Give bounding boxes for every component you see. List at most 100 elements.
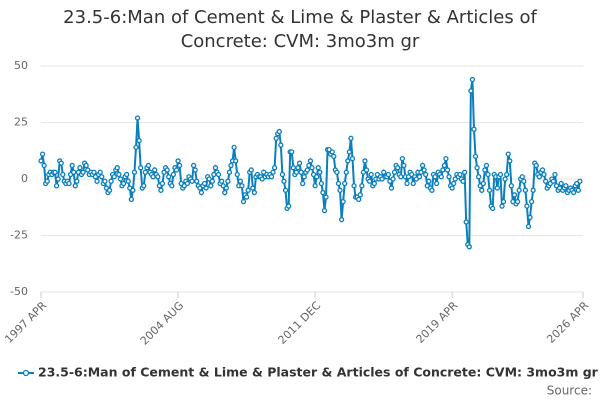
point xyxy=(337,187,343,193)
point xyxy=(223,185,229,191)
point xyxy=(231,144,237,151)
point xyxy=(91,169,97,175)
point xyxy=(410,180,416,187)
point xyxy=(416,174,423,180)
point xyxy=(128,196,134,202)
point xyxy=(468,88,474,94)
point xyxy=(296,160,303,166)
point xyxy=(145,162,152,169)
point xyxy=(176,162,183,169)
point xyxy=(575,187,581,193)
point xyxy=(404,180,410,187)
point xyxy=(423,171,429,178)
y-tick-label: -25 xyxy=(10,229,28,242)
x-tick-label: 2026 APR xyxy=(544,299,591,346)
point xyxy=(511,192,518,198)
point xyxy=(490,205,496,212)
point xyxy=(120,180,127,187)
point xyxy=(251,189,258,196)
point xyxy=(528,198,535,205)
point xyxy=(278,142,284,148)
point xyxy=(39,151,46,157)
point xyxy=(203,185,209,191)
point xyxy=(309,165,315,171)
point xyxy=(451,180,457,187)
point xyxy=(250,185,256,191)
point xyxy=(563,183,569,189)
point xyxy=(116,171,122,178)
point xyxy=(472,153,479,160)
point xyxy=(356,196,362,202)
point xyxy=(166,174,172,180)
point xyxy=(398,174,404,180)
point xyxy=(516,187,522,193)
point xyxy=(114,165,120,171)
point xyxy=(94,178,100,184)
point xyxy=(312,183,318,189)
point xyxy=(222,189,228,196)
y-tick-label: 25 xyxy=(14,116,28,129)
point xyxy=(357,192,363,198)
point xyxy=(55,176,61,182)
point xyxy=(307,158,314,164)
point xyxy=(494,185,500,191)
point xyxy=(117,176,124,182)
point xyxy=(173,167,180,173)
point xyxy=(273,135,279,141)
point xyxy=(500,198,507,205)
point xyxy=(138,165,144,171)
x-tick-label: 2004 AUG xyxy=(138,299,187,348)
point xyxy=(158,187,164,193)
point xyxy=(285,203,292,209)
point xyxy=(301,174,307,180)
point xyxy=(421,167,427,173)
point xyxy=(482,167,488,173)
point xyxy=(460,178,466,184)
point xyxy=(131,169,138,175)
point xyxy=(219,178,225,184)
y-tick-label: 50 xyxy=(14,59,28,72)
legend-label: 23.5-6:Man of Cement & Lime & Plaster & … xyxy=(38,365,599,380)
point xyxy=(483,162,490,169)
point xyxy=(507,158,513,164)
point xyxy=(111,174,117,180)
point xyxy=(189,178,195,184)
point xyxy=(432,174,438,180)
point xyxy=(530,187,536,193)
point xyxy=(348,135,354,141)
point xyxy=(237,178,244,184)
point xyxy=(343,169,349,175)
y-tick-label: 0 xyxy=(21,172,28,185)
point xyxy=(359,183,365,189)
point xyxy=(541,171,547,178)
point xyxy=(524,203,530,209)
point xyxy=(290,165,296,171)
point xyxy=(44,178,50,184)
point xyxy=(194,178,200,184)
point xyxy=(426,178,432,184)
point xyxy=(152,167,158,173)
point xyxy=(323,194,329,200)
point xyxy=(475,174,482,180)
point xyxy=(419,162,426,169)
point xyxy=(304,167,310,173)
point xyxy=(571,189,577,196)
point xyxy=(124,171,130,178)
point xyxy=(469,76,476,83)
point xyxy=(234,171,240,178)
source: Source: xyxy=(547,384,592,398)
point xyxy=(240,198,247,205)
point xyxy=(499,203,505,209)
point xyxy=(463,219,469,225)
point xyxy=(276,128,282,135)
point xyxy=(508,183,515,189)
point xyxy=(502,176,508,182)
point xyxy=(83,162,89,169)
point xyxy=(169,183,175,189)
point xyxy=(542,178,549,184)
point xyxy=(192,167,198,173)
point xyxy=(527,214,533,221)
point xyxy=(318,180,324,187)
